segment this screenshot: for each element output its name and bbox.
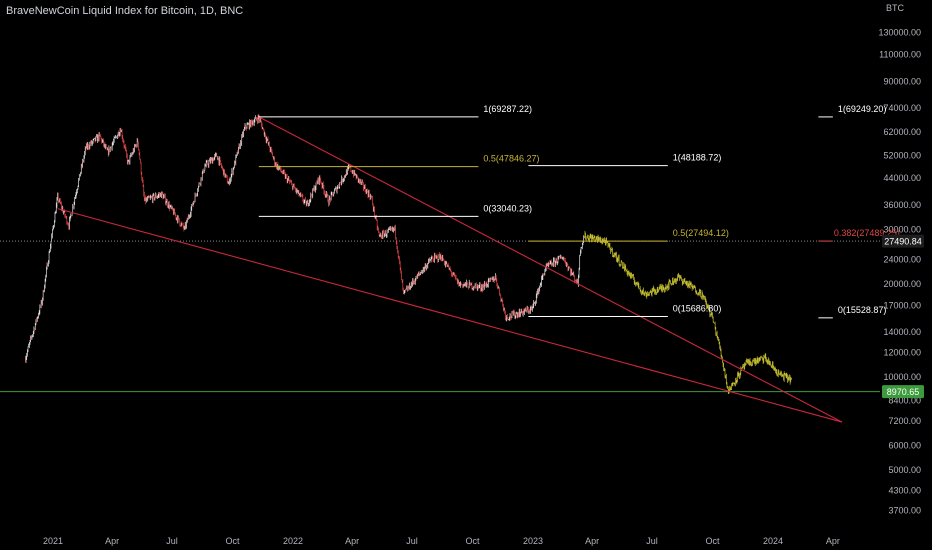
price-tick-label: 8400.00 [888,395,921,405]
time-tick-label: Oct [705,536,720,546]
fib-level[interactable]: 1(48188.72) [528,153,722,167]
currency-label: BTC [886,3,904,13]
price-tick-label: 6000.00 [888,441,921,451]
time-tick-label: 2021 [43,536,63,546]
fib-level[interactable]: 0.382(27489.25) [818,228,900,242]
time-tick-label: Apr [105,536,119,546]
price-tick-label: 30000.00 [883,224,921,234]
badge-text: 8970.65 [887,387,920,397]
price-tick-label: 10000.00 [883,372,921,382]
price-tick-label: 36000.00 [883,200,921,210]
last-price-badge: 27490.84 [882,234,924,248]
price-tick-label: 14000.00 [883,327,921,337]
price-tick-label: 20000.00 [883,279,921,289]
badge-background [882,234,924,248]
price-tick-label: 4300.00 [888,485,921,495]
price-tick-label: 24000.00 [883,254,921,264]
trendline[interactable] [57,208,843,423]
time-tick-label: 2023 [523,536,543,546]
fib-level-label: 1(69249.20) [838,104,887,114]
fib-level[interactable]: 0.5(47846.27) [258,154,540,168]
badge-text: 27490.84 [884,237,922,247]
time-tick-label: Jul [406,536,418,546]
fib-level[interactable]: 0(15528.87) [818,305,887,319]
trendline[interactable] [258,116,843,423]
time-tick-label: 2024 [763,536,783,546]
price-axis[interactable]: 130000.00 110000.00 90000.00 74000.00 62000.… [878,27,921,515]
price-tick-label: 52000.00 [883,150,921,160]
fib-level-label: 1(69287.22) [483,104,532,114]
fib-level[interactable]: 0.5(27494.12) [528,228,729,242]
price-tick-label: 62000.00 [883,127,921,137]
support-price-badge: 8970.65 [882,385,924,399]
fib-level[interactable]: 0(33040.23) [258,203,532,217]
price-tick-label: 3700.00 [888,506,921,516]
time-tick-label: Jul [166,536,178,546]
fib-level-label: 0.382(27489.25) [834,228,900,238]
fib-level-label: 0.5(47846.27) [483,154,539,164]
badge-background [882,385,924,399]
time-tick-label: Jul [646,536,658,546]
fib-level[interactable]: 1(69249.20) [818,104,887,118]
candlestick-series[interactable] [25,114,792,394]
fib-level[interactable]: 0(15686.80) [528,303,722,317]
price-tick-label: 12000.00 [883,347,921,357]
fib-level-label: 0(15686.80) [673,303,722,313]
time-tick-label: Apr [345,536,359,546]
price-tick-label: 7200.00 [888,416,921,426]
price-tick-label: 130000.00 [878,27,921,37]
price-tick-label: 74000.00 [883,103,921,113]
time-tick-label: Oct [465,536,480,546]
fib-level[interactable]: 1(69287.22) [258,104,532,118]
fib-level-label: 0(33040.23) [483,203,532,213]
chart-title: BraveNewCoin Liquid Index for Bitcoin, 1… [6,5,244,17]
time-tick-label: Apr [826,536,840,546]
fib-level-label: 0.5(27494.12) [673,228,729,238]
price-tick-label: 17000.00 [883,301,921,311]
time-tick-label: Apr [585,536,599,546]
price-tick-label: 110000.00 [879,50,921,60]
time-axis[interactable]: 2021 Apr Jul Oct 2022 Apr Jul Oct 2023 Apr Jul Oct 2… [43,536,840,546]
time-tick-label: Oct [225,536,240,546]
fib-level-label: 1(48188.72) [673,153,722,163]
price-tick-label: 90000.00 [883,77,921,87]
time-tick-label: 2022 [283,536,303,546]
price-tick-label: 5000.00 [888,465,921,475]
fib-level-label: 0(15528.87) [838,305,887,315]
price-tick-label: 44000.00 [883,173,921,183]
